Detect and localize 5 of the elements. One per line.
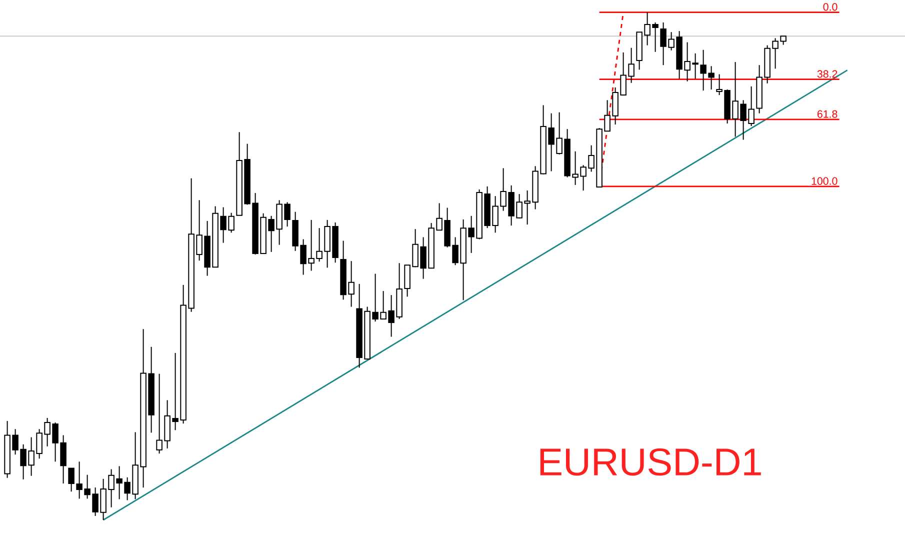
series-label: 38.2 <box>817 70 838 78</box>
series-label: 100.0 <box>812 177 838 185</box>
series-label: 0.0 <box>823 3 838 11</box>
text: EURUSD-D1 <box>540 448 761 476</box>
series-label: 61.8 <box>817 110 838 118</box>
